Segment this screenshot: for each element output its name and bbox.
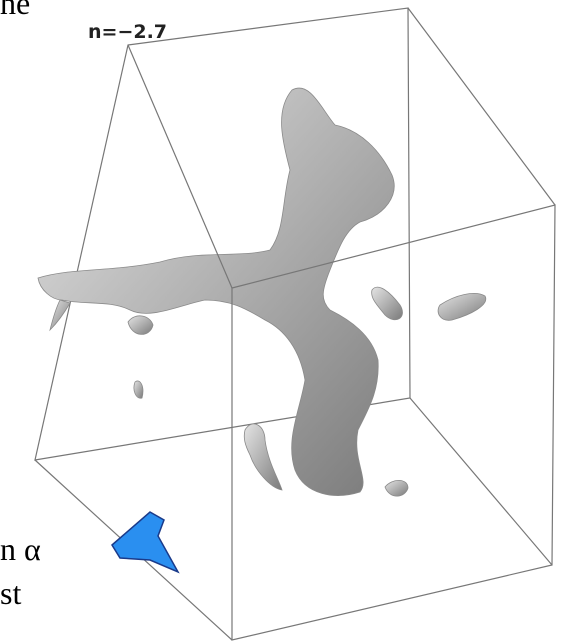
parameter-label: n=−2.7 (88, 21, 167, 43)
caption-top: he (0, 0, 30, 21)
caption-mid: n α (0, 531, 41, 567)
caption-bottom: st (0, 575, 21, 611)
figure: he n=−2.7 n α st (0, 0, 582, 642)
pointer-arrow (112, 512, 178, 572)
